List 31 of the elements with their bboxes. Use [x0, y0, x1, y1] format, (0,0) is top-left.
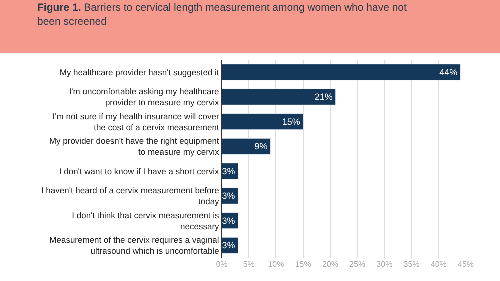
- x-tick-label: 25%: [350, 260, 366, 269]
- data-label: 15%: [282, 116, 300, 127]
- bar: [222, 114, 304, 130]
- y-tick-label: I'm not sure if my health insurance will cover the cost of a cervix measurement: [52, 111, 220, 132]
- x-tick-label: 35%: [404, 260, 420, 269]
- y-tick-label: I haven't heard of a cervix measurement before today: [41, 186, 220, 207]
- data-label: 44%: [440, 67, 458, 78]
- y-tick-label: My healthcare provider hasn't suggested it: [60, 67, 220, 78]
- x-tick-label: 0%: [216, 260, 228, 269]
- x-tick-label: 20%: [322, 260, 338, 269]
- x-tick-label: 5%: [243, 260, 255, 269]
- x-tick-label: 30%: [376, 260, 393, 269]
- bar: [222, 138, 272, 155]
- data-label: 21%: [314, 92, 333, 102]
- y-tick-label: I'm uncomfortable asking my healthcare provider to measure my cervix: [69, 86, 220, 108]
- y-tick-label: Measurement of the cervix requires a vaginal ultrasound which is uncomfortable: [50, 235, 220, 256]
- y-tick-label: My provider doesn't have the right equipment to measure my cervix: [49, 136, 220, 158]
- x-tick-label: 40%: [430, 260, 447, 269]
- x-tick-label: 45%: [458, 260, 474, 269]
- data-label: 9%: [254, 142, 268, 152]
- data-label: 3%: [222, 191, 236, 202]
- bar: [222, 88, 336, 106]
- chart-title: Figure 1. Barriers to cervical length measurement among women who have not been screened: [38, 2, 408, 28]
- data-label: 3%: [222, 166, 236, 176]
- x-tick-label: 10%: [268, 260, 284, 269]
- y-tick-label: I don't want to know if I have a short cervix: [59, 166, 220, 176]
- x-tick-label: 15%: [295, 260, 312, 269]
- data-label: 3%: [222, 240, 236, 251]
- bar: [222, 64, 461, 81]
- y-tick-label: I don't think that cervix measurement is necessary: [72, 210, 220, 232]
- data-label: 3%: [222, 216, 236, 226]
